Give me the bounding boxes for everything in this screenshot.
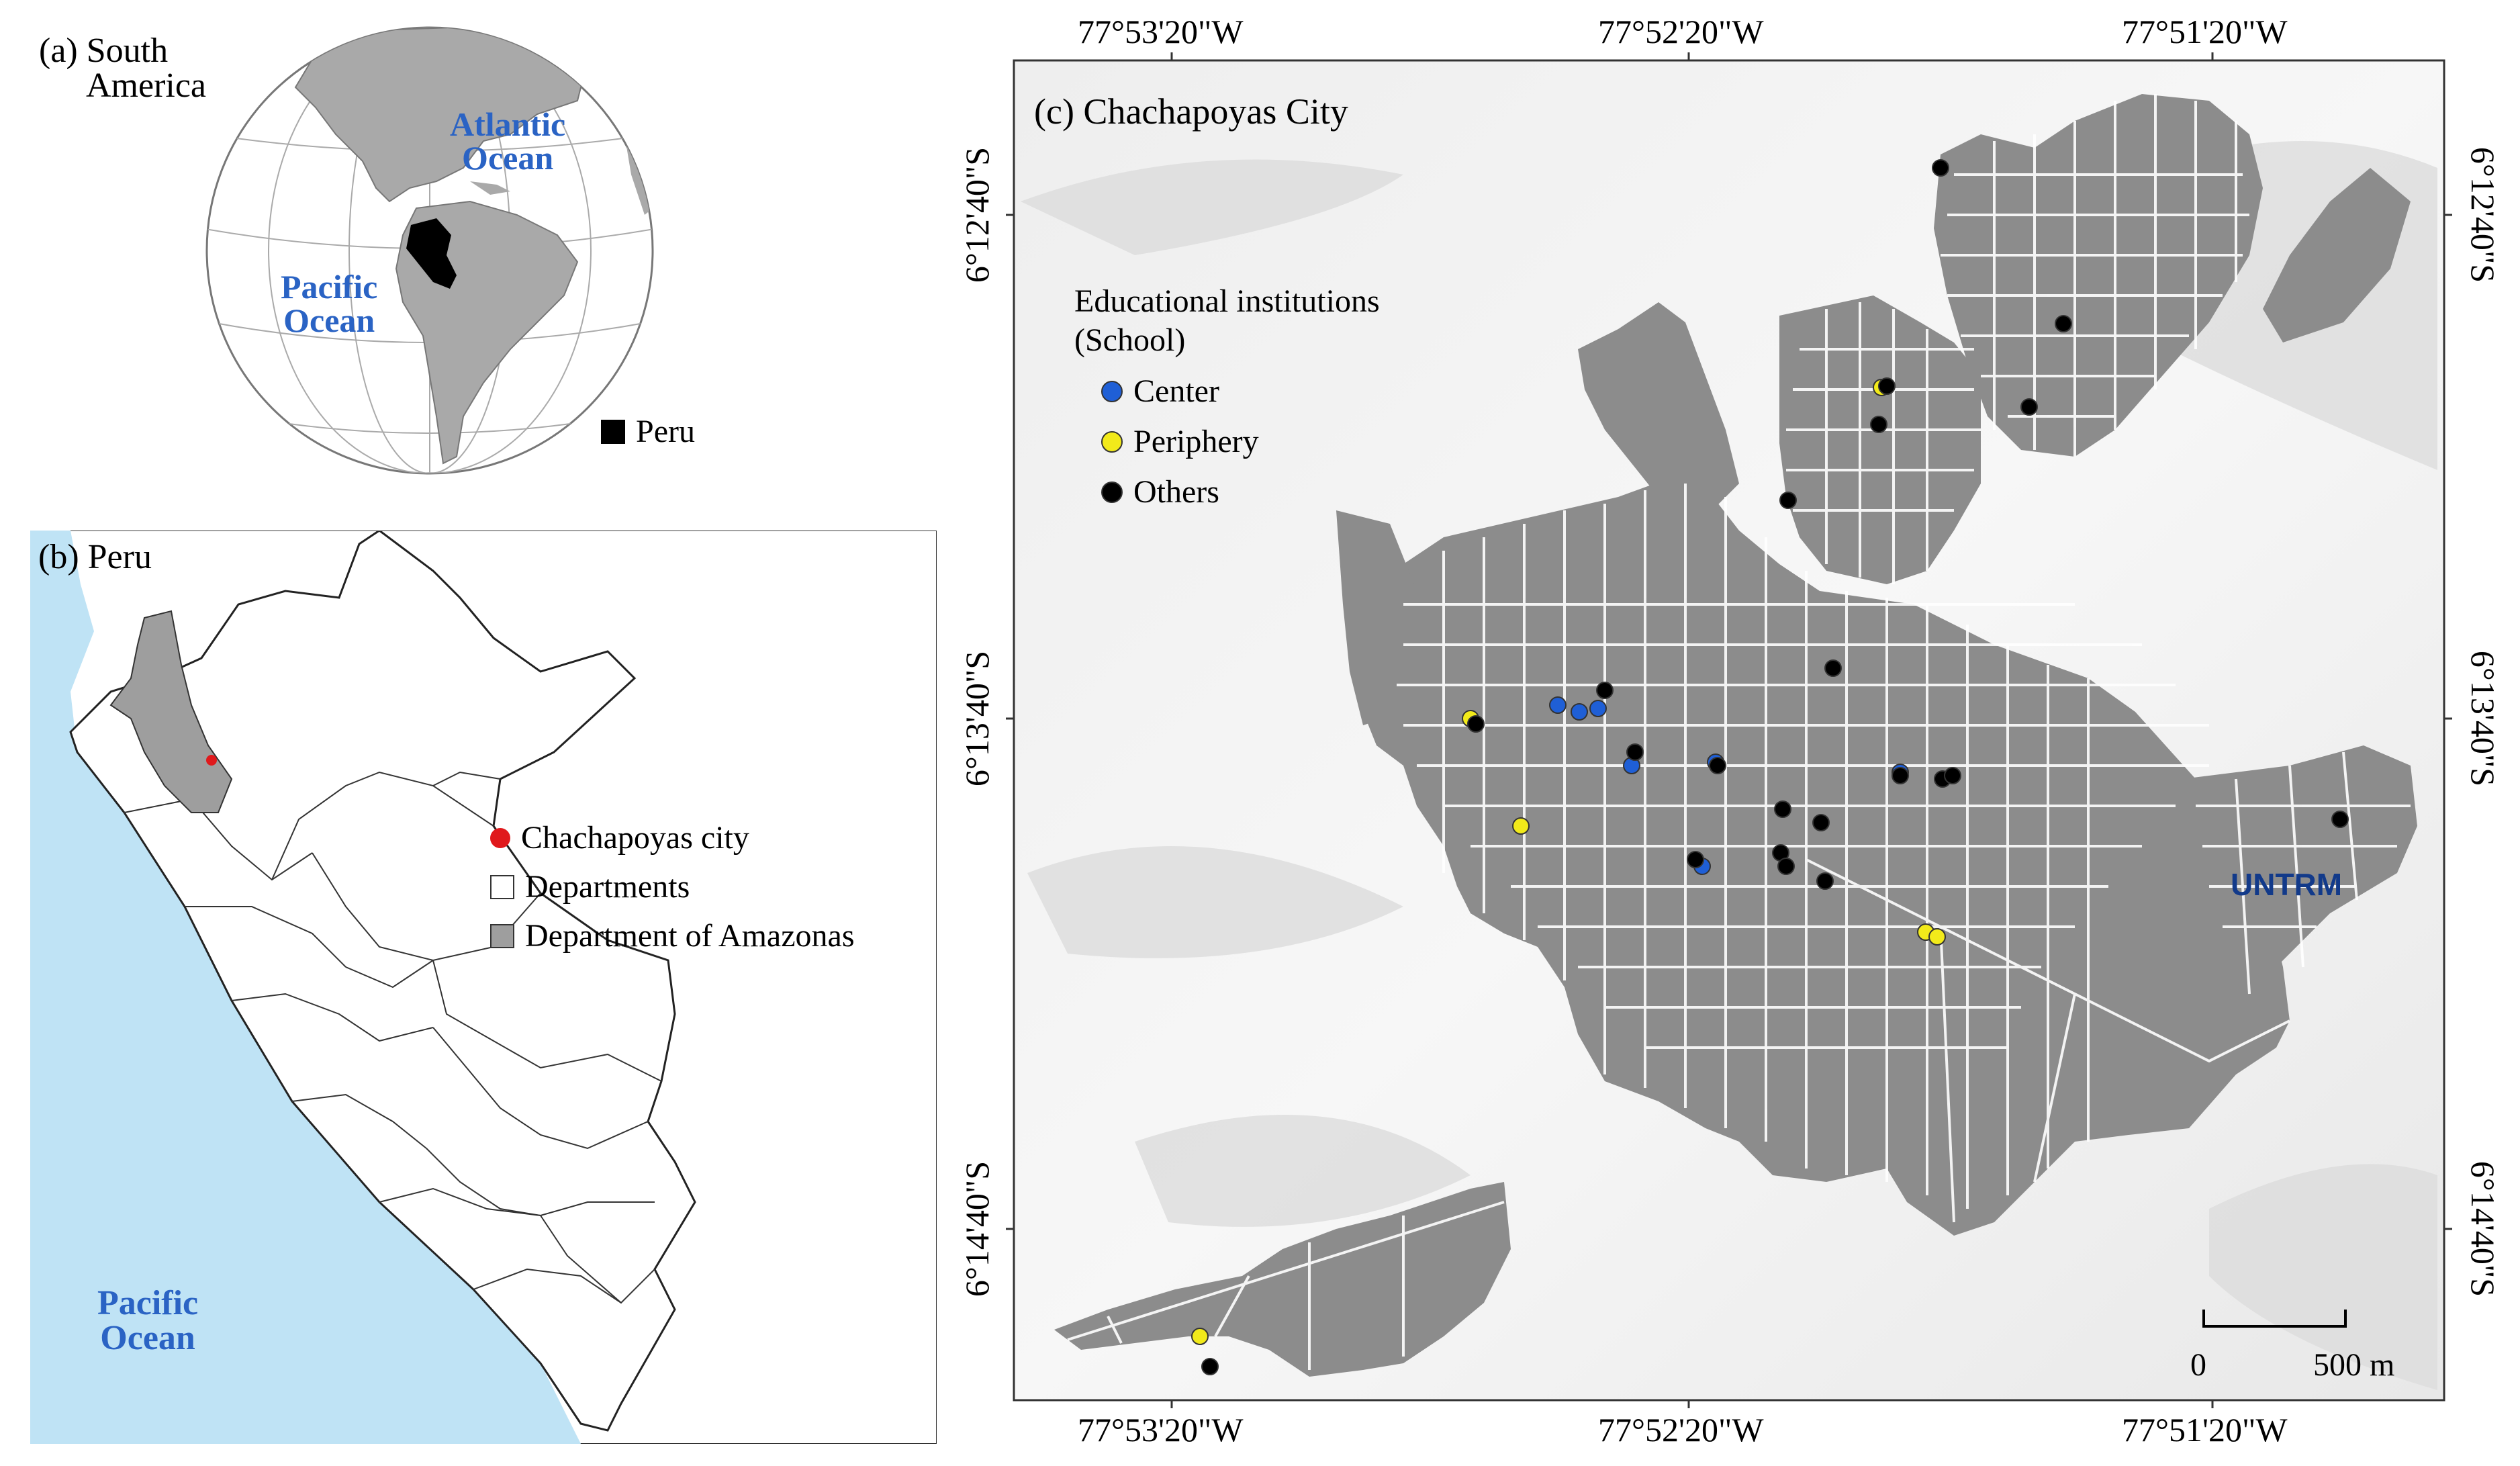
other-school-point (1467, 715, 1485, 733)
center-school-point (1589, 700, 1607, 717)
peru-outline (69, 531, 696, 1432)
street-grid (1067, 94, 2411, 1370)
other-school-point (1687, 851, 1704, 868)
right-tick-2: 6°13'40"S (2464, 650, 2502, 787)
panel-a: (a) South America Atlantic Ocean Pacific… (0, 0, 940, 497)
atlantic-line1: Atlantic (450, 105, 566, 143)
peru-legend-label: Peru (636, 414, 695, 449)
other-school-point (1596, 682, 1614, 699)
urban-area (1054, 94, 2417, 1377)
other-school-point (1774, 800, 1791, 818)
pacific-ocean-label-b: Pacific Ocean (97, 1286, 198, 1356)
others-dot-icon (1101, 481, 1123, 503)
chachapoyas-city-dot (206, 755, 217, 766)
scale-end-label: 500 m (2313, 1347, 2395, 1383)
periphery-school-point (1191, 1328, 1209, 1345)
other-school-point (1816, 872, 1834, 890)
legend-departments-label: Departments (525, 869, 690, 905)
left-tick-3: 6°14'40"S (958, 1160, 996, 1297)
right-tick-3: 6°14'40"S (2464, 1160, 2502, 1297)
bottom-tick-1: 77°53'20"W (1078, 1411, 1244, 1449)
legend-periphery-label: Periphery (1133, 424, 1259, 460)
bottom-tick-3: 77°51'20"W (2122, 1411, 2288, 1449)
legend-chachapoyas: Chachapoyas city (490, 819, 855, 856)
panel-c-label: (c) Chachapoyas City (1034, 91, 1348, 132)
pacific-a-line1: Pacific (281, 268, 378, 306)
gray-box-icon (490, 923, 514, 948)
bottom-tick-2: 77°52'20"W (1598, 1411, 1764, 1449)
other-school-point (1779, 492, 1797, 509)
peru-map (30, 531, 937, 1444)
left-tick-1: 6°12'40"S (958, 146, 996, 283)
graticule (207, 28, 653, 473)
legend-amazonas-label: Department of Amazonas (525, 918, 855, 954)
untrm-label: UNTRM (2231, 867, 2343, 902)
legend-amazonas: Department of Amazonas (490, 917, 855, 954)
legend-others: Others (1101, 473, 1380, 510)
panel-c: 77°53'20"W 77°52'20"W 77°51'20"W 77°53'2… (933, 0, 2520, 1466)
white-box-icon (490, 874, 514, 899)
panel-a-label-line1: (a) South (39, 32, 169, 70)
other-school-point (1626, 743, 1644, 761)
other-school-point (1201, 1358, 1219, 1375)
top-tick-3: 77°51'20"W (2122, 13, 2288, 50)
panel-b: (b) Peru Pacific Ocean Chachapoyas city … (30, 531, 937, 1444)
other-school-point (1944, 767, 1961, 784)
other-school-point (1824, 659, 1842, 677)
panel-c-legend: Educational institutions (School) Center… (1074, 282, 1380, 510)
legend-others-label: Others (1133, 474, 1219, 510)
legend-title-line1: Educational institutions (1074, 283, 1380, 319)
other-school-point (2020, 398, 2038, 416)
legend-center-label: Center (1133, 373, 1219, 410)
school-points (1191, 159, 2349, 1375)
periphery-school-point (1512, 817, 1530, 835)
scale-zero-label: 0 (2190, 1347, 2206, 1383)
peru-legend: Peru (601, 413, 695, 450)
pacific-b-line1: Pacific (97, 1284, 199, 1322)
periphery-school-point (1928, 928, 1946, 946)
right-tick-1: 6°12'40"S (2464, 146, 2502, 283)
legend-title-line2: (School) (1074, 322, 1186, 358)
legend-center: Center (1101, 373, 1380, 410)
atlantic-line2: Ocean (462, 139, 554, 177)
frame-ticks (1006, 52, 2452, 1408)
other-school-point (1709, 757, 1726, 774)
legend-chachapoyas-label: Chachapoyas city (521, 820, 749, 856)
amazonas-department (109, 610, 233, 813)
panel-a-label-line2: America (86, 66, 207, 105)
atlantic-ocean-label: Atlantic Ocean (450, 107, 565, 175)
center-dot-icon (1101, 380, 1123, 402)
other-school-point (2331, 811, 2349, 828)
top-tick-1: 77°53'20"W (1078, 13, 1244, 50)
legend-periphery: Periphery (1101, 423, 1380, 460)
center-school-point (1549, 696, 1567, 714)
other-school-point (2055, 315, 2072, 332)
other-school-point (1812, 814, 1830, 831)
scale-bar (2202, 1310, 2347, 1328)
city-map (1006, 52, 2452, 1408)
center-school-point (1571, 703, 1588, 721)
left-tick-2: 6°13'40"S (958, 650, 996, 787)
other-school-point (1870, 416, 1887, 433)
other-school-point (1878, 377, 1896, 395)
periphery-dot-icon (1101, 430, 1123, 453)
panel-a-label: (a) South America (39, 34, 206, 103)
legend-departments: Departments (490, 868, 855, 905)
red-dot-icon (490, 827, 510, 848)
other-school-point (1777, 858, 1795, 875)
globe-map (205, 26, 654, 475)
top-tick-2: 77°52'20"W (1598, 13, 1764, 50)
panel-b-legend: Chachapoyas city Departments Department … (490, 819, 855, 954)
pacific-sea (30, 531, 581, 1444)
pacific-b-line2: Ocean (100, 1319, 195, 1357)
pacific-a-line2: Ocean (283, 302, 375, 339)
panel-b-label: (b) Peru (38, 538, 152, 576)
peru-swatch-icon (601, 419, 625, 444)
other-school-point (1892, 767, 1909, 784)
peru-shape (406, 218, 457, 289)
pacific-ocean-label-a: Pacific Ocean (281, 270, 377, 337)
other-school-point (1932, 159, 1949, 177)
